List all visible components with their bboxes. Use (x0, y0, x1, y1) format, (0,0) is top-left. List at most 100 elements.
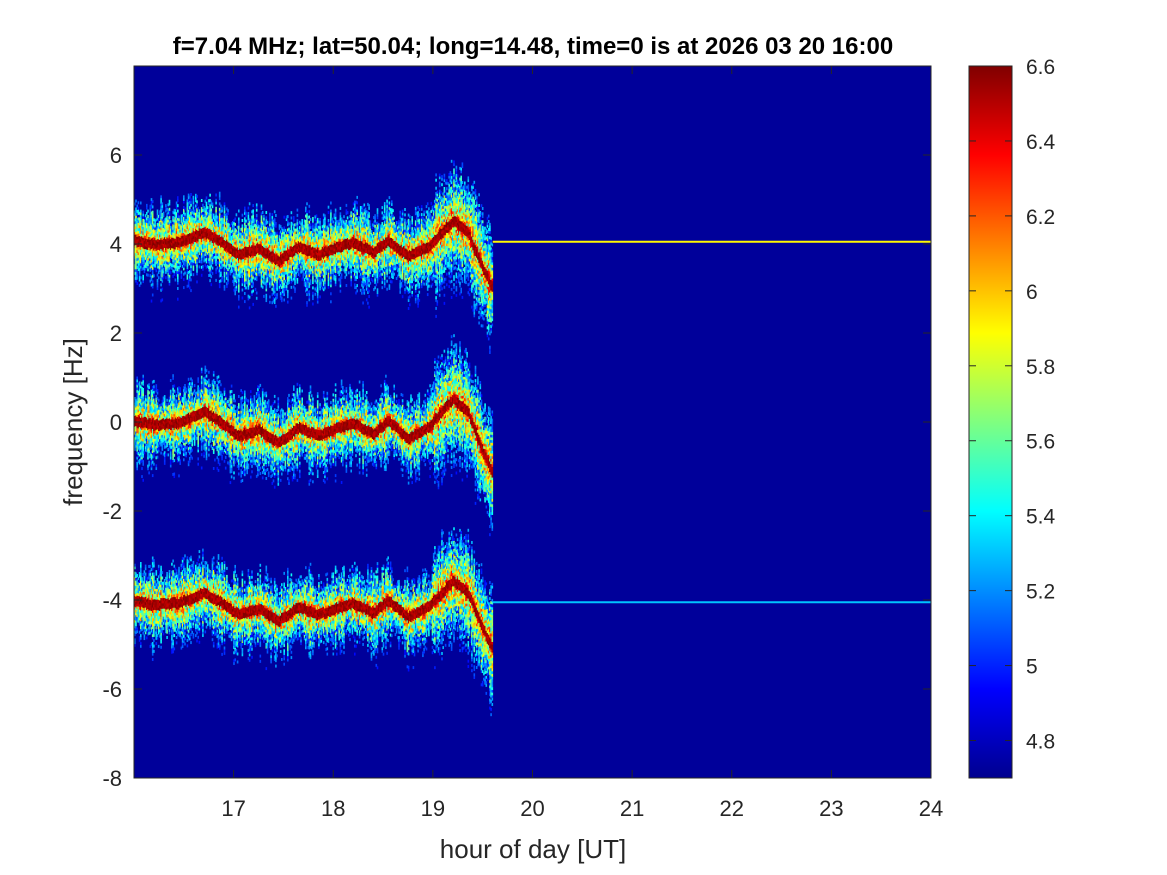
heat-cell (199, 209, 201, 212)
heat-cell (196, 203, 198, 206)
heat-cell (151, 300, 153, 303)
heat-cell (335, 278, 337, 281)
heat-cell (368, 284, 370, 287)
heat-cell (370, 271, 372, 274)
heat-cell (266, 216, 268, 219)
heat-cell (269, 213, 271, 216)
heat-cell (163, 212, 165, 215)
heat-cell (136, 274, 138, 277)
heat-cell (382, 211, 384, 214)
heat-cell (309, 210, 311, 213)
heat-cell (384, 207, 386, 210)
heat-cell (317, 282, 319, 285)
heat-cell (371, 230, 373, 233)
heat-cell (248, 287, 250, 290)
heat-cell (244, 292, 246, 295)
heat-cell (384, 285, 386, 288)
heat-cell (252, 212, 254, 215)
heat-cell (138, 201, 140, 204)
heat-cell (245, 225, 247, 228)
heat-cell (146, 204, 148, 207)
heat-cell (245, 214, 247, 217)
heat-cell (226, 285, 228, 288)
heat-cell (346, 273, 348, 276)
heat-cell (256, 278, 258, 281)
heat-cell (317, 298, 319, 301)
heat-cell (312, 294, 314, 297)
heat-cell (288, 281, 290, 284)
heat-cell (328, 286, 330, 289)
heat-cell (252, 282, 254, 285)
heat-cell (152, 205, 154, 208)
heat-cell (364, 204, 366, 207)
heat-cell (256, 203, 258, 206)
heat-cell (384, 202, 386, 205)
heat-cell (378, 223, 380, 226)
heat-cell (272, 216, 274, 219)
heat-cell (190, 198, 192, 201)
heat-cell (238, 218, 240, 221)
heat-cell (346, 268, 348, 271)
heat-cell (238, 220, 240, 223)
heat-cell (377, 294, 379, 297)
heat-cell (364, 292, 366, 295)
heat-cell (257, 221, 259, 224)
heat-cell (142, 213, 144, 216)
heat-cell (317, 218, 319, 221)
heat-cell (190, 268, 192, 271)
heat-cell (315, 293, 317, 296)
heat-cell (238, 279, 240, 282)
heat-cell (212, 267, 214, 270)
heat-cell (136, 277, 138, 280)
heat-cell (368, 276, 370, 279)
heat-cell (384, 280, 386, 283)
heat-cell (181, 276, 183, 279)
heat-cell (193, 201, 195, 204)
heat-cell (328, 280, 330, 283)
heat-cell (317, 295, 319, 298)
heat-cell (136, 282, 138, 285)
heat-cell (269, 215, 271, 218)
heat-cell (377, 216, 379, 219)
heat-cell (294, 279, 296, 282)
heat-cell (347, 211, 349, 214)
heat-cell (188, 282, 190, 285)
heat-cell (196, 264, 198, 267)
heat-cell (266, 296, 268, 299)
heat-cell (384, 210, 386, 213)
heat-cell (340, 207, 342, 210)
heat-cell (312, 303, 314, 306)
heat-cell (312, 217, 314, 220)
heat-cell (238, 306, 240, 309)
heat-cell (249, 282, 251, 285)
heat-cell (197, 207, 199, 210)
heat-cell (251, 293, 253, 296)
heat-cell (140, 202, 142, 205)
heat-cell (328, 283, 330, 286)
heat-cell (267, 280, 269, 283)
chart-title: f=7.04 MHz; lat=50.04; long=14.48, time=… (173, 33, 893, 60)
heat-cell (221, 207, 223, 210)
heat-cell (199, 212, 201, 215)
heat-cell (158, 276, 160, 279)
heat-cell (298, 270, 300, 273)
heat-cell (350, 276, 352, 279)
heat-cell (227, 212, 229, 215)
heat-cell (177, 279, 179, 282)
heat-cell (224, 208, 226, 211)
heat-cell (324, 214, 326, 217)
heat-cell (189, 286, 191, 289)
heat-cell (190, 193, 192, 196)
heat-cell (350, 273, 352, 276)
heat-cell (333, 221, 335, 224)
heat-cell (368, 204, 370, 207)
heat-cell (196, 280, 198, 283)
heat-cell (368, 290, 370, 293)
heat-cell (238, 287, 240, 290)
heat-cell (269, 218, 271, 221)
heat-cell (152, 267, 154, 270)
heat-cell (212, 272, 214, 275)
heat-cell (295, 274, 297, 277)
heat-cell (347, 216, 349, 219)
